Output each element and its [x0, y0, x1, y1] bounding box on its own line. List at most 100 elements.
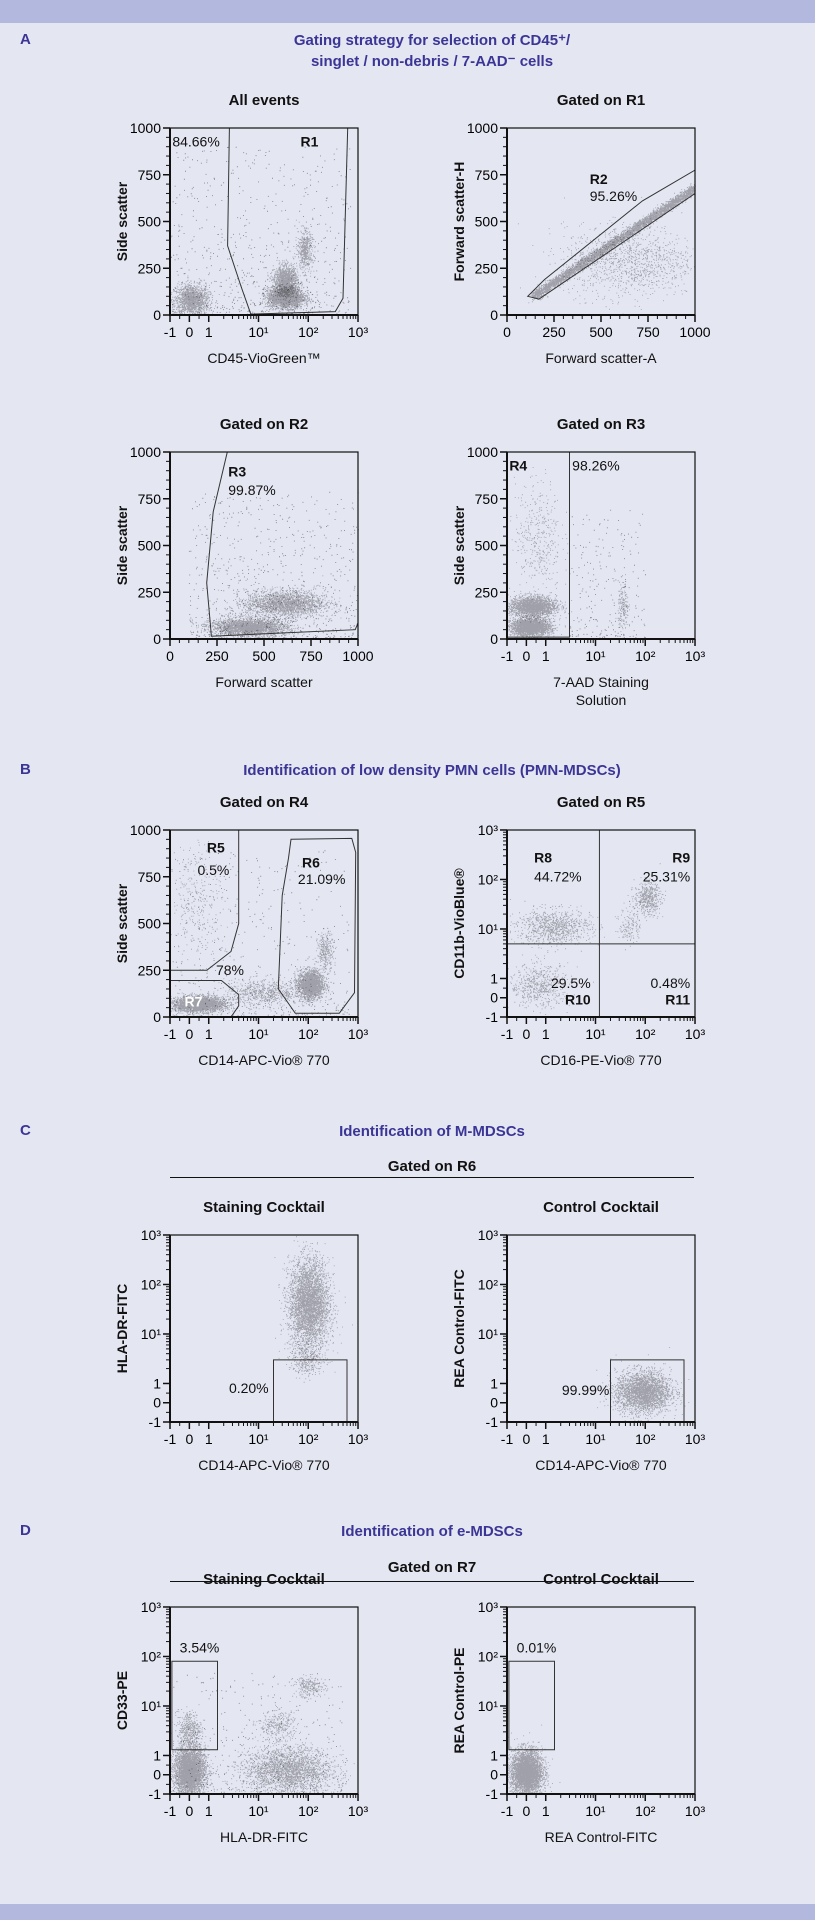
top-bar [0, 0, 815, 23]
y-tick-label: -1 [486, 1414, 499, 1430]
plot-title: Control Cocktail [543, 1571, 659, 1588]
x-axis-label: CD14-APC-Vio® 770 [507, 1456, 695, 1474]
event-dots [217, 575, 351, 625]
event-dots [507, 612, 573, 640]
gate-annotation: 78% [216, 962, 244, 978]
x-tick-label: 10³ [348, 1803, 369, 1819]
x-axis-label: CD14-APC-Vio® 770 [170, 1051, 358, 1069]
gate-annotation: R11 [665, 991, 690, 1007]
panel-d-group-line [170, 1581, 694, 1582]
event-dots [266, 256, 308, 308]
event-dots [284, 1674, 339, 1700]
event-dots [615, 900, 641, 951]
x-tick-label: 0 [185, 324, 193, 340]
y-tick-label: 750 [138, 869, 162, 885]
panel-b-title: Identification of low density PMN cells … [243, 762, 621, 779]
event-dots [170, 146, 352, 316]
x-tick-label: 10² [298, 324, 319, 340]
scatter-plot: 0 250 500 750 1000 0 250 500 750 1000 R3 99.87% [130, 444, 374, 664]
y-tick-label: -1 [149, 1414, 162, 1430]
event-dots [509, 899, 621, 953]
gate-region [508, 1660, 555, 1751]
x-tick-label: 10¹ [585, 1803, 606, 1819]
y-tick-label: 750 [475, 491, 499, 507]
y-axis-label: Side scatter [114, 181, 130, 262]
x-tick-label: 0 [185, 1803, 193, 1819]
x-axis-label-line: REA Control-FITC [544, 1829, 658, 1845]
y-tick-label: 0 [490, 307, 498, 323]
panel-d-title: Identification of e-MDSCs [341, 1523, 523, 1540]
y-tick-label: 0 [490, 631, 498, 647]
gate-annotation: 84.66% [172, 134, 219, 150]
x-tick-label: 10² [298, 1026, 319, 1042]
x-tick-label: 10¹ [585, 648, 606, 664]
gate-r3 [206, 451, 359, 637]
panel-letter-c: C [20, 1122, 31, 1139]
x-tick-label: -1 [501, 1431, 514, 1447]
x-tick-label: 1 [542, 1803, 550, 1819]
y-tick-label: 10² [478, 871, 499, 887]
x-tick-label: 10² [635, 1431, 656, 1447]
x-axis-label: 7-AAD Staining Solution [507, 673, 695, 709]
x-tick-label: 10² [298, 1431, 319, 1447]
plot-title: Staining Cocktail [203, 1571, 325, 1588]
x-tick-label: 250 [205, 648, 229, 664]
y-tick-label: 10³ [141, 1227, 162, 1243]
x-tick-label: 0 [522, 1026, 530, 1042]
x-tick-label: 750 [636, 324, 660, 340]
gate-annotation: 0.5% [197, 862, 229, 878]
event-dots [528, 183, 696, 304]
x-tick-label: 750 [299, 648, 323, 664]
x-tick-label: -1 [501, 1803, 514, 1819]
y-tick-label: 10³ [141, 1599, 162, 1615]
y-tick-label: 250 [475, 260, 499, 276]
x-tick-label: 10³ [685, 1803, 706, 1819]
gate-annotation: 98.26% [572, 458, 619, 474]
y-tick-label: 250 [138, 584, 162, 600]
x-tick-label: 0 [522, 1431, 530, 1447]
x-axis-label: CD45-VioGreen™ [170, 349, 358, 367]
x-tick-label: -1 [501, 648, 514, 664]
panel-a-title-line1: Gating strategy for selection of CD45⁺/ [293, 32, 571, 49]
gate-annotation: R2 [590, 171, 608, 187]
x-axis-label: Forward scatter [170, 673, 358, 691]
y-tick-label: 0 [153, 631, 161, 647]
event-dots [507, 1724, 561, 1795]
x-tick-label: 500 [589, 324, 613, 340]
event-dots [190, 612, 331, 640]
y-tick-label: 10¹ [141, 1698, 162, 1714]
y-tick-label: 10¹ [141, 1326, 162, 1342]
y-tick-label: 500 [138, 214, 162, 230]
event-dots [569, 509, 646, 640]
x-axis-label: Forward scatter-A [507, 349, 695, 367]
y-tick-label: 1000 [130, 822, 161, 838]
y-tick-label: 1000 [130, 120, 161, 136]
y-tick-label: 250 [138, 260, 162, 276]
y-tick-label: -1 [486, 1786, 499, 1802]
gate-annotation: R1 [301, 134, 319, 150]
gate-annotation: 99.87% [228, 482, 275, 498]
event-dots [248, 1701, 314, 1748]
panel-c-group-line [170, 1177, 694, 1178]
x-axis-label-line: CD14-APC-Vio® 770 [198, 1457, 330, 1473]
x-axis-label: CD16-PE-Vio® 770 [507, 1051, 695, 1069]
gate-annotation: 44.72% [534, 869, 581, 885]
event-dots [188, 491, 359, 640]
x-tick-label: 10² [635, 1803, 656, 1819]
panel-a-title: Gating strategy for selection of CD45⁺/ … [170, 30, 694, 72]
gate-annotation: 29.5% [551, 975, 591, 991]
plot-area: -1 0 1 10¹ 10² 10³-10110¹10²10³R844.72%R925.3… [478, 822, 706, 1042]
x-tick-label: 10¹ [585, 1026, 606, 1042]
x-tick-label: 10³ [348, 1026, 369, 1042]
x-axis-label-line: 7-AAD Staining [553, 674, 649, 690]
gate-annotation: R6 [302, 854, 320, 870]
gate-r6 [277, 837, 357, 1014]
plot-frame [506, 127, 696, 316]
x-tick-label: 0 [503, 324, 511, 340]
